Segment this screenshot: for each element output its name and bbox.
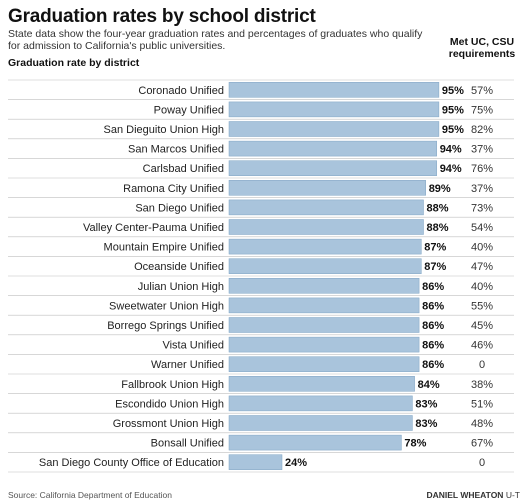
- category-label: Sweetwater Union High: [109, 300, 224, 312]
- category-label: Coronado Unified: [138, 85, 224, 97]
- byline-org: U-T: [505, 490, 520, 500]
- category-label: Vista Unified: [162, 340, 224, 352]
- graduation-rate-bar: [228, 82, 440, 98]
- met-requirements-value: 67%: [471, 438, 493, 450]
- graduation-rate-value: 94%: [440, 163, 462, 175]
- graduation-rate-value: 86%: [422, 300, 444, 312]
- graduation-rate-value: 24%: [285, 457, 307, 469]
- graduation-rate-bar: [228, 434, 402, 451]
- category-label: Escondido Union High: [115, 398, 224, 410]
- met-requirements-value: 47%: [471, 261, 493, 273]
- category-label: Carlsbad Unified: [143, 163, 224, 175]
- met-requirements-value: 40%: [471, 242, 493, 254]
- category-label: San Marcos Unified: [128, 144, 224, 156]
- category-label: San Diego Unified: [135, 202, 224, 214]
- category-label: San Dieguito Union High: [104, 124, 224, 136]
- met-requirements-value: 75%: [471, 104, 493, 116]
- met-requirements-value: 76%: [471, 163, 493, 175]
- graduation-rate-value: 88%: [427, 202, 449, 214]
- graduation-rate-value: 86%: [422, 359, 444, 371]
- category-label: Bonsall Unified: [151, 438, 224, 450]
- byline: DANIEL WHEATON U-T: [426, 490, 520, 500]
- met-requirements-value: 54%: [471, 222, 493, 234]
- graduation-rate-value: 78%: [404, 438, 426, 450]
- graduation-rate-bar: [228, 219, 424, 235]
- graduation-rate-bar: [228, 180, 426, 196]
- graduation-rate-value: 87%: [424, 242, 446, 254]
- category-label: Poway Unified: [154, 104, 224, 116]
- source-note: Source: California Department of Educati…: [8, 490, 172, 500]
- category-label: Ramona City Unified: [123, 183, 224, 195]
- category-label: Mountain Empire Unified: [104, 242, 224, 254]
- graduation-rate-bar: [228, 297, 420, 314]
- graduation-rate-bar: [228, 317, 420, 333]
- graduation-rate-bar: [228, 356, 420, 372]
- met-requirements-value: 0: [479, 359, 485, 371]
- graduation-rate-value: 95%: [442, 104, 464, 116]
- graduation-rate-value: 86%: [422, 320, 444, 332]
- graduation-rate-value: 84%: [418, 379, 440, 391]
- graduation-rate-bar: [228, 238, 422, 255]
- graduation-rate-value: 86%: [422, 281, 444, 293]
- met-requirements-value: 40%: [471, 281, 493, 293]
- met-requirements-value: 37%: [471, 144, 493, 156]
- met-requirements-column-header: Met UC, CSU requirements: [448, 36, 516, 60]
- category-label: Fallbrook Union High: [121, 379, 224, 391]
- graduation-rate-value: 88%: [427, 222, 449, 234]
- graduation-rate-value: 95%: [442, 85, 464, 97]
- graduation-rate-bar: [228, 376, 415, 392]
- category-label: Julian Union High: [138, 281, 224, 293]
- graduation-rate-value: 95%: [442, 124, 464, 136]
- graduation-rate-bar: [228, 415, 413, 431]
- graduation-rate-value: 87%: [424, 261, 446, 273]
- category-label: Oceanside Unified: [134, 261, 224, 273]
- graduation-rate-value: 94%: [440, 144, 462, 156]
- met-requirements-value: 48%: [471, 418, 493, 430]
- graduation-rate-bar: [228, 160, 437, 176]
- category-label: Grossmont Union High: [113, 418, 224, 430]
- graduation-rate-value: 89%: [429, 183, 451, 195]
- met-requirements-value: 0: [479, 457, 485, 469]
- graduation-rate-bar: [228, 454, 283, 470]
- met-requirements-value: 55%: [471, 300, 493, 312]
- met-requirements-value: 57%: [471, 85, 493, 97]
- chart-title: Graduation rates by school district: [8, 6, 316, 27]
- graduation-rate-bar: [228, 336, 420, 353]
- graduation-rate-bar: [228, 395, 413, 412]
- graduation-rate-value: 86%: [422, 340, 444, 352]
- category-label: Borrego Springs Unified: [107, 320, 224, 332]
- met-requirements-value: 73%: [471, 202, 493, 214]
- met-requirements-value: 82%: [471, 124, 493, 136]
- rate-column-header: Graduation rate by district: [8, 57, 140, 69]
- graduation-rate-bar: [228, 199, 424, 216]
- graduation-rate-bar: [228, 101, 440, 118]
- met-requirements-value: 51%: [471, 398, 493, 410]
- met-requirements-value: 38%: [471, 379, 493, 391]
- graduation-rate-bar: [228, 278, 420, 294]
- graduation-rate-bar: [228, 121, 440, 137]
- met-requirements-value: 46%: [471, 340, 493, 352]
- graduation-rate-bar: [228, 258, 422, 274]
- met-requirements-value: 45%: [471, 320, 493, 332]
- graduation-rate-bar: [228, 140, 437, 157]
- graduation-rate-value: 83%: [415, 398, 437, 410]
- category-label: Warner Unified: [151, 359, 224, 371]
- byline-name: DANIEL WHEATON: [426, 490, 504, 500]
- graduation-rate-value: 83%: [415, 418, 437, 430]
- chart-subtitle: State data show the four-year graduation…: [8, 28, 423, 52]
- category-label: San Diego County Office of Education: [39, 457, 224, 469]
- met-requirements-value: 37%: [471, 183, 493, 195]
- category-label: Valley Center-Pauma Unified: [83, 222, 224, 234]
